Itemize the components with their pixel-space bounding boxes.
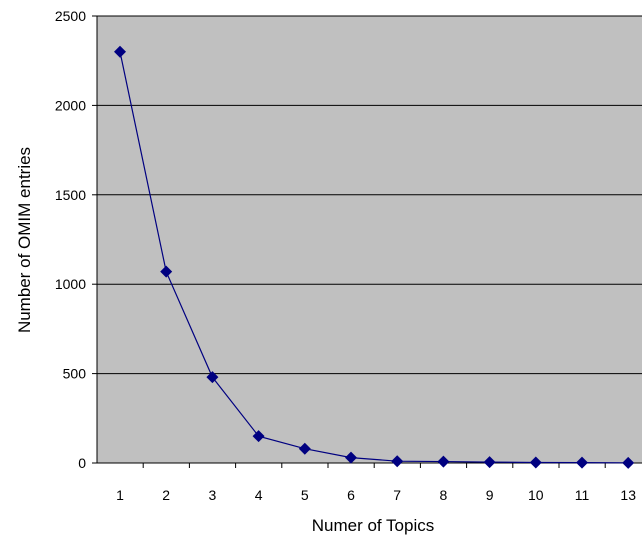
y-tick-label: 1000 bbox=[55, 276, 86, 292]
y-tick-label: 500 bbox=[63, 366, 87, 382]
x-tick-labels: 1 2 3 4 5 6 7 8 9 10 11 13 bbox=[116, 487, 636, 503]
x-tick-label: 13 bbox=[620, 487, 636, 503]
x-tick-label: 8 bbox=[440, 487, 448, 503]
x-tick-label: 6 bbox=[347, 487, 355, 503]
x-tick-label: 1 bbox=[116, 487, 124, 503]
x-axis-title: Numer of Topics bbox=[312, 516, 435, 535]
x-tick-label: 2 bbox=[162, 487, 170, 503]
x-tick-label: 10 bbox=[528, 487, 544, 503]
y-axis-title: Number of OMIM entries bbox=[15, 147, 34, 333]
x-tick-label: 3 bbox=[209, 487, 217, 503]
y-axis bbox=[92, 16, 97, 463]
y-tick-label: 2500 bbox=[55, 8, 86, 24]
x-tick-label: 4 bbox=[255, 487, 263, 503]
y-tick-label: 1500 bbox=[55, 187, 86, 203]
x-tick-label: 9 bbox=[486, 487, 494, 503]
plot-area bbox=[97, 16, 642, 463]
x-axis bbox=[97, 463, 642, 468]
y-tick-label: 2000 bbox=[55, 97, 86, 113]
x-tick-label: 5 bbox=[301, 487, 309, 503]
y-tick-label: 0 bbox=[78, 455, 86, 471]
x-tick-label: 7 bbox=[393, 487, 401, 503]
x-tick-label: 11 bbox=[575, 487, 590, 503]
y-tick-labels: 0 500 1000 1500 2000 2500 bbox=[55, 8, 86, 471]
